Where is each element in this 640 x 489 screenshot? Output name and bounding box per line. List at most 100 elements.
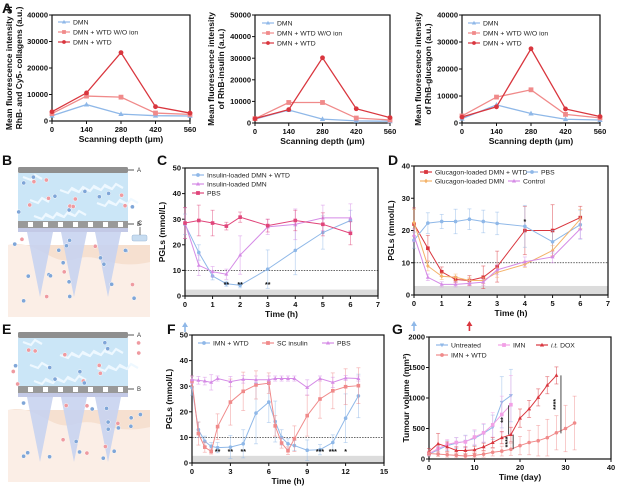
legend: Insulin-loaded DMN + WTD Insulin-loaded D… (192, 172, 290, 197)
drug-particle-blue (100, 455, 106, 461)
data-point (499, 435, 504, 440)
x-tick-label: 9 (305, 467, 309, 476)
x-tick-label: 420 (350, 127, 363, 136)
data-point (265, 267, 270, 271)
x-tick-label: 4 (293, 300, 298, 309)
significance-label: * (344, 449, 347, 456)
legend-label: DMN + WTD (73, 39, 112, 46)
ion-particle-red (97, 370, 103, 376)
data-point (356, 383, 361, 388)
x-tick-label: 1 (440, 299, 444, 308)
hydrogel-fiber (66, 209, 87, 218)
data-point (286, 376, 290, 380)
x-axis-label: Scanning depth (μm) (280, 136, 365, 146)
significance-label: ** (265, 282, 271, 289)
legend-label: Untreated (451, 342, 481, 349)
y-tick-label: 50 (180, 331, 188, 340)
data-point (550, 248, 555, 253)
series-dmn-wtd (252, 55, 393, 122)
data-point (472, 435, 477, 439)
legend: IMN + WTD SC insulin PBS (198, 340, 351, 347)
legend-swatch-marker (511, 178, 517, 183)
legend-swatch-marker (266, 341, 270, 345)
microneedle (61, 397, 87, 462)
hydrogel-fiber (103, 347, 124, 356)
drug-particle-blue (116, 425, 121, 431)
data-point (439, 269, 444, 274)
legend-item: DMN + WTD W/O ion (262, 30, 342, 37)
data-point (439, 274, 444, 279)
data-point (509, 447, 513, 452)
data-point (554, 430, 559, 435)
data-point (293, 248, 298, 253)
legend-item: Glucagon-loaded DMN + WTD (420, 169, 527, 176)
x-tick-label: 2 (238, 300, 242, 309)
data-point (266, 377, 271, 382)
legend-swatch-marker (530, 170, 534, 174)
x-tick-label: 1 (210, 300, 214, 309)
layer-label-a: A (137, 168, 141, 174)
legend-swatch-marker (424, 178, 428, 184)
legend-label: DMN + WTD W/O ion (73, 29, 138, 36)
y-tick-label: 40 (402, 162, 410, 171)
drug-particle-blue (66, 279, 72, 285)
legend-label: DMN (483, 20, 499, 27)
drug-particle-blue (25, 273, 31, 279)
data-point (215, 424, 220, 429)
perforation (88, 387, 93, 392)
legend-label: PBS (337, 340, 351, 347)
ion-particle-red (84, 403, 90, 409)
data-point (348, 215, 353, 220)
perforation (43, 222, 48, 227)
series-line (428, 404, 512, 454)
ion-particle-red (27, 202, 33, 208)
data-point (500, 412, 504, 417)
drug-particle-blue (25, 450, 31, 456)
x-tick-label: 0 (427, 463, 431, 472)
panel-label-g: G (392, 321, 403, 337)
layer-label-b: B (137, 387, 141, 393)
y-tick-label: 0 (184, 459, 188, 468)
data-point (279, 376, 284, 380)
y-tick-label: 10000 (230, 97, 251, 106)
data-point (343, 384, 348, 389)
legend-label: PBS (207, 190, 221, 197)
y-tick-label: 0 (406, 291, 410, 300)
layer-label-b: B (137, 222, 141, 228)
data-point (321, 222, 325, 227)
x-tick-label: 7 (376, 300, 380, 309)
x-axis-label: Time (h) (265, 309, 298, 319)
data-point (562, 116, 569, 122)
data-point (228, 445, 233, 449)
x-tick-label: 280 (525, 127, 538, 136)
chart-a3-glucagon: 0 10000 20000 30000 40000 0 140 280 420 560 Scanni… (413, 11, 606, 146)
data-point (238, 283, 242, 288)
hydrogel-fiber (22, 338, 43, 347)
legend-swatch-marker (266, 41, 270, 45)
data-point (445, 444, 450, 449)
significance-label: **** (505, 436, 512, 447)
data-point (550, 239, 555, 244)
data-point (387, 115, 393, 120)
data-point (500, 449, 504, 453)
data-point (196, 250, 201, 255)
legend-swatch-marker (196, 173, 200, 177)
y-tick-label: 1000 (408, 394, 425, 403)
legend-label: DMN + WTD (277, 40, 316, 47)
data-point (224, 272, 229, 276)
data-point (527, 406, 532, 411)
x-axis-label: Scanning depth (μm) (489, 136, 574, 146)
significance-label: * (523, 219, 526, 226)
y-axis-label: PGLs (mmol/L) (164, 369, 174, 430)
legend-swatch-marker (266, 31, 270, 35)
drug-particle-blue (81, 380, 87, 386)
data-point (445, 452, 450, 457)
x-tick-label: 140 (490, 127, 503, 136)
data-point (495, 221, 499, 226)
ion-particle-red (115, 421, 121, 426)
drug-particle-blue (102, 340, 108, 346)
y-tick-label: 2000 (408, 333, 425, 342)
y-tick-label: 50 (173, 164, 181, 173)
legend-item: PBS (192, 190, 221, 197)
